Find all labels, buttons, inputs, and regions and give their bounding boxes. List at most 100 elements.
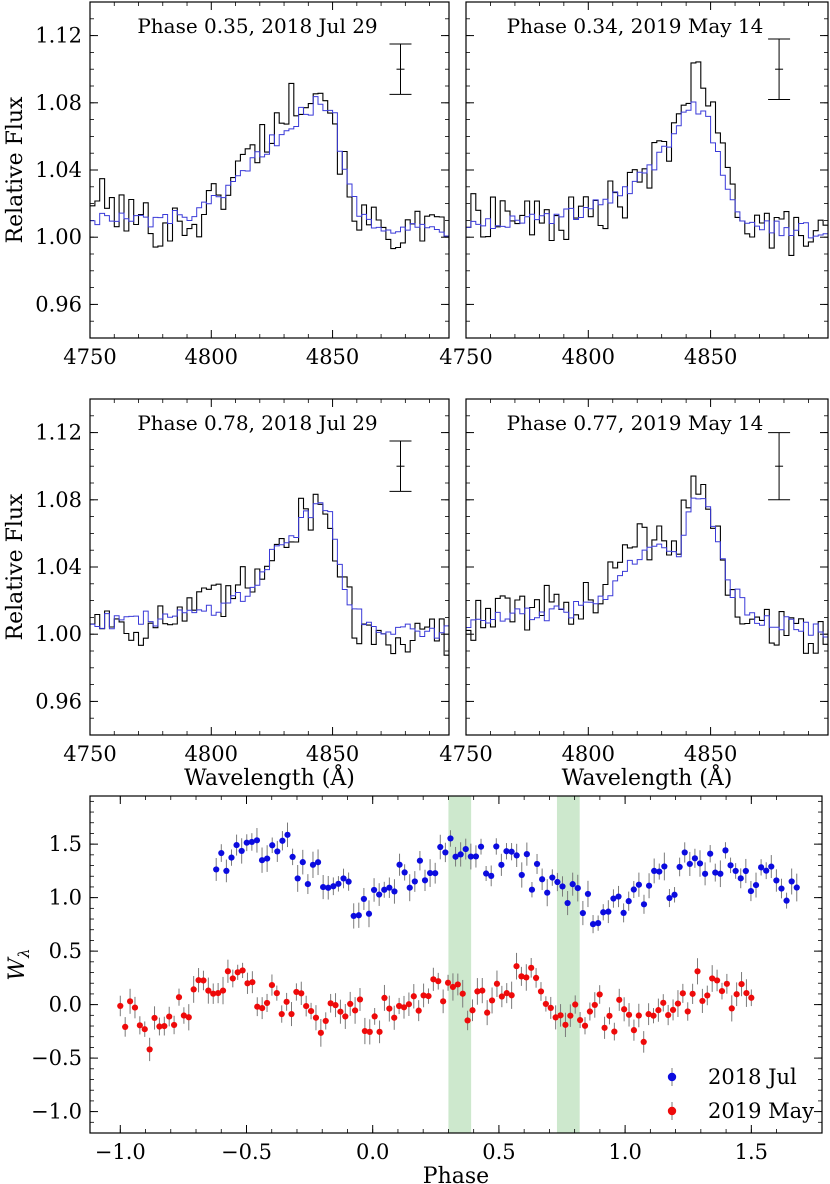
legend: 2018 Jul 2019 May (667, 1065, 814, 1123)
tick-group: 4750 4800 4850 0.96 1.00 1.04 1.08 1.12 (35, 399, 449, 766)
data-point (371, 1013, 378, 1020)
data-point (361, 1027, 368, 1035)
data-point (365, 910, 373, 917)
data-point (655, 1007, 662, 1014)
data-point (233, 841, 240, 849)
data-point (645, 1011, 652, 1018)
data-point (640, 1038, 647, 1045)
x-tick-label: 4800 (185, 345, 238, 369)
panel-5: −1.0 −0.5 0.0 0.5 1.0 1.5 −1.0 −0.5 0.0 0.5 1.0 1.5… (5, 795, 823, 1184)
data-point (219, 987, 227, 994)
data-point (391, 1014, 398, 1021)
data-point (218, 849, 225, 857)
data-point (484, 1009, 491, 1016)
data-point (620, 909, 627, 916)
y-tick-label: 1.12 (35, 24, 82, 48)
data-point (410, 993, 417, 1000)
data-point (498, 993, 505, 1000)
data-point (440, 998, 447, 1005)
data-point (732, 867, 739, 875)
highlight-band-2 (556, 796, 580, 1133)
panel-1: 4750 4800 4850 0.96 1.00 1.04 1.08 1.12 Phase 0.… (3, 1, 450, 369)
data-point (248, 838, 255, 846)
tick-group: 4750 4800 4850 0.96 1.00 1.04 1.08 1.12 (35, 2, 449, 369)
x-axis-label: Wavelength (Å) (184, 763, 355, 791)
data-point (591, 1001, 598, 1009)
data-point (449, 983, 457, 991)
data-point (569, 881, 576, 888)
data-point (508, 992, 515, 999)
y-tick-label: 1.12 (35, 421, 82, 445)
data-point (401, 869, 408, 876)
error-bar (389, 440, 412, 492)
data-point (381, 994, 388, 1001)
data-point (621, 1006, 628, 1013)
data-point (671, 891, 678, 898)
data-point (689, 990, 696, 997)
data-point (513, 852, 520, 859)
data-point (264, 855, 271, 862)
data-point (696, 860, 704, 867)
data-point (299, 859, 306, 866)
data-point (340, 875, 347, 882)
data-point (518, 973, 525, 980)
data-point (406, 884, 413, 891)
data-point (279, 837, 286, 844)
highlight-band-1 (448, 796, 472, 1133)
data-point (156, 1023, 163, 1030)
data-point (228, 854, 235, 861)
data-point (283, 998, 290, 1005)
data-point (360, 895, 367, 903)
data-point (457, 851, 464, 858)
data-point (307, 1007, 315, 1015)
panel-3: 4750 4800 4850 0.96 1.00 1.04 1.08 1.12 Phase 0.… (3, 398, 450, 791)
series-line-model (466, 497, 828, 638)
data-point (549, 874, 556, 881)
data-point (215, 989, 222, 997)
data-point (195, 977, 202, 984)
data-point (615, 893, 622, 900)
data-point (462, 845, 469, 853)
data-point (175, 994, 183, 1001)
data-point (131, 1004, 139, 1011)
data-point (564, 899, 571, 907)
data-point (748, 994, 755, 1001)
data-point (381, 886, 388, 893)
data-point (747, 887, 755, 895)
data-point (773, 877, 780, 884)
data-point (253, 837, 261, 844)
data-point (547, 1004, 554, 1011)
data-point (574, 885, 581, 892)
data-point (483, 870, 490, 877)
x-tick-label: 4750 (63, 345, 116, 369)
y-axis-label: Relative Flux (3, 493, 28, 641)
data-point (788, 878, 795, 885)
series-line-observed (90, 493, 449, 656)
data-point (259, 1005, 266, 1012)
data-point (200, 977, 207, 984)
data-point (314, 859, 322, 866)
data-point (554, 878, 561, 886)
data-point (691, 855, 699, 862)
data-point (170, 1021, 178, 1029)
x-tick-label: 4800 (562, 345, 615, 369)
data-point (205, 987, 212, 994)
data-point (442, 849, 449, 856)
data-point (467, 853, 474, 860)
data-point (294, 875, 301, 882)
y-tick-label: −1.0 (31, 1100, 82, 1124)
data-point (437, 843, 444, 851)
y-tick-label: 1.04 (35, 555, 82, 579)
data-point (345, 878, 352, 885)
data-point (783, 897, 790, 904)
data-point (452, 853, 459, 860)
data-point (141, 1026, 148, 1033)
y-tick-label: 1.00 (35, 225, 82, 249)
data-point (432, 870, 439, 877)
y-tick-label: 0.96 (35, 292, 82, 316)
data-point (768, 863, 775, 870)
y-tick-label: 1.5 (49, 832, 82, 856)
data-point (763, 867, 770, 874)
data-point (244, 980, 251, 987)
series-line-model (90, 502, 449, 639)
